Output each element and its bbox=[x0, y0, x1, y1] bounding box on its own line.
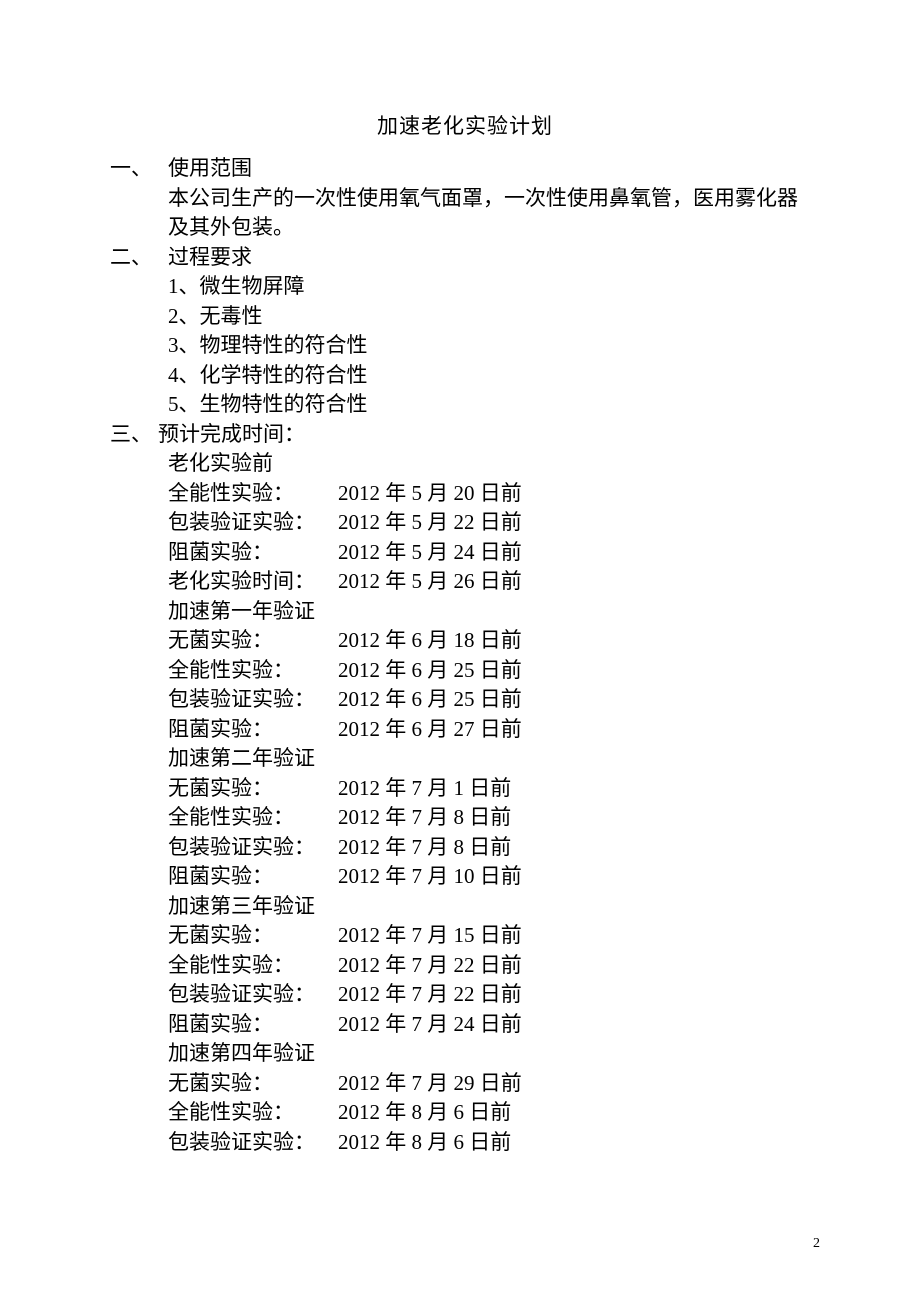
section-2-item: 2、无毒性 bbox=[110, 302, 820, 332]
schedule-group-title: 加速第三年验证 bbox=[110, 892, 820, 922]
schedule-label: 包装验证实验： bbox=[168, 508, 338, 538]
schedule-date: 2012 年 5 月 22 日前 bbox=[338, 508, 522, 538]
schedule-row: 阻菌实验： 2012 年 5 月 24 日前 bbox=[110, 538, 820, 568]
document-page: 加速老化实验计划 一、 使用范围 本公司生产的一次性使用氧气面罩，一次性使用鼻氧… bbox=[0, 0, 920, 1302]
schedule-date: 2012 年 7 月 1 日前 bbox=[338, 774, 511, 804]
schedule-date: 2012 年 7 月 29 日前 bbox=[338, 1069, 522, 1099]
schedule-date: 2012 年 7 月 10 日前 bbox=[338, 862, 522, 892]
schedule-row: 全能性实验： 2012 年 7 月 22 日前 bbox=[110, 951, 820, 981]
schedule-row: 阻菌实验： 2012 年 6 月 27 日前 bbox=[110, 715, 820, 745]
schedule-row: 包装验证实验： 2012 年 8 月 6 日前 bbox=[110, 1128, 820, 1158]
schedule-label: 无菌实验： bbox=[168, 921, 338, 951]
schedule-date: 2012 年 5 月 26 日前 bbox=[338, 567, 522, 597]
schedule-date: 2012 年 8 月 6 日前 bbox=[338, 1098, 511, 1128]
schedule-row: 全能性实验： 2012 年 7 月 8 日前 bbox=[110, 803, 820, 833]
schedule-group-title: 加速第一年验证 bbox=[110, 597, 820, 627]
schedule-row: 全能性实验： 2012 年 8 月 6 日前 bbox=[110, 1098, 820, 1128]
schedule-row: 全能性实验： 2012 年 6 月 25 日前 bbox=[110, 656, 820, 686]
section-1-title: 使用范围 bbox=[168, 154, 252, 184]
section-2-title: 过程要求 bbox=[168, 243, 252, 273]
schedule-date: 2012 年 6 月 27 日前 bbox=[338, 715, 522, 745]
schedule-label: 全能性实验： bbox=[168, 803, 338, 833]
schedule-date: 2012 年 5 月 24 日前 bbox=[338, 538, 522, 568]
schedule-row: 老化实验时间： 2012 年 5 月 26 日前 bbox=[110, 567, 820, 597]
schedule-group-title: 加速第四年验证 bbox=[110, 1039, 820, 1069]
schedule-label: 无菌实验： bbox=[168, 1069, 338, 1099]
schedule-label: 阻菌实验： bbox=[168, 715, 338, 745]
section-3-heading: 三、 预计完成时间： bbox=[110, 420, 820, 450]
schedule-row: 包装验证实验： 2012 年 5 月 22 日前 bbox=[110, 508, 820, 538]
schedule-label: 包装验证实验： bbox=[168, 833, 338, 863]
page-number: 2 bbox=[813, 1236, 820, 1252]
schedule-row: 包装验证实验： 2012 年 6 月 25 日前 bbox=[110, 685, 820, 715]
schedule-date: 2012 年 6 月 18 日前 bbox=[338, 626, 522, 656]
schedule-label: 阻菌实验： bbox=[168, 862, 338, 892]
schedule-date: 2012 年 6 月 25 日前 bbox=[338, 656, 522, 686]
schedule-row: 无菌实验： 2012 年 7 月 1 日前 bbox=[110, 774, 820, 804]
schedule-label: 全能性实验： bbox=[168, 479, 338, 509]
schedule-row: 无菌实验： 2012 年 7 月 15 日前 bbox=[110, 921, 820, 951]
section-1-body-line: 本公司生产的一次性使用氧气面罩，一次性使用鼻氧管，医用雾化器 bbox=[110, 184, 820, 214]
section-1-body-line: 及其外包装。 bbox=[110, 213, 820, 243]
schedule-label: 阻菌实验： bbox=[168, 1010, 338, 1040]
schedule-date: 2012 年 7 月 22 日前 bbox=[338, 980, 522, 1010]
schedule-row: 全能性实验： 2012 年 5 月 20 日前 bbox=[110, 479, 820, 509]
section-2-item: 4、化学特性的符合性 bbox=[110, 361, 820, 391]
section-1-heading: 一、 使用范围 bbox=[110, 154, 820, 184]
schedule-label: 无菌实验： bbox=[168, 626, 338, 656]
schedule-label: 全能性实验： bbox=[168, 656, 338, 686]
schedule-label: 全能性实验： bbox=[168, 1098, 338, 1128]
document-title: 加速老化实验计划 bbox=[110, 110, 820, 140]
schedule-date: 2012 年 7 月 8 日前 bbox=[338, 833, 511, 863]
schedule-date: 2012 年 7 月 24 日前 bbox=[338, 1010, 522, 1040]
schedule-row: 阻菌实验： 2012 年 7 月 24 日前 bbox=[110, 1010, 820, 1040]
schedule-row: 阻菌实验： 2012 年 7 月 10 日前 bbox=[110, 862, 820, 892]
section-2-item: 5、生物特性的符合性 bbox=[110, 390, 820, 420]
schedule-date: 2012 年 7 月 22 日前 bbox=[338, 951, 522, 981]
schedule-row: 包装验证实验： 2012 年 7 月 22 日前 bbox=[110, 980, 820, 1010]
section-3-title: 预计完成时间： bbox=[158, 420, 305, 450]
section-2-heading: 二、 过程要求 bbox=[110, 243, 820, 273]
schedule-label: 包装验证实验： bbox=[168, 685, 338, 715]
schedule-date: 2012 年 5 月 20 日前 bbox=[338, 479, 522, 509]
schedule-row: 无菌实验： 2012 年 7 月 29 日前 bbox=[110, 1069, 820, 1099]
schedule-label: 老化实验时间： bbox=[168, 567, 338, 597]
section-2-item: 3、物理特性的符合性 bbox=[110, 331, 820, 361]
schedule-date: 2012 年 7 月 8 日前 bbox=[338, 803, 511, 833]
schedule-date: 2012 年 7 月 15 日前 bbox=[338, 921, 522, 951]
schedule-label: 无菌实验： bbox=[168, 774, 338, 804]
schedule-group-title: 加速第二年验证 bbox=[110, 744, 820, 774]
schedule-row: 包装验证实验： 2012 年 7 月 8 日前 bbox=[110, 833, 820, 863]
section-2-item: 1、微生物屏障 bbox=[110, 272, 820, 302]
schedule-label: 包装验证实验： bbox=[168, 980, 338, 1010]
schedule-group-title: 老化实验前 bbox=[110, 449, 820, 479]
schedule-label: 全能性实验： bbox=[168, 951, 338, 981]
schedule-label: 阻菌实验： bbox=[168, 538, 338, 568]
schedule-date: 2012 年 6 月 25 日前 bbox=[338, 685, 522, 715]
section-2-number: 二、 bbox=[110, 243, 168, 273]
schedule-row: 无菌实验： 2012 年 6 月 18 日前 bbox=[110, 626, 820, 656]
section-3-number: 三、 bbox=[110, 420, 158, 450]
section-1-number: 一、 bbox=[110, 154, 168, 184]
schedule-label: 包装验证实验： bbox=[168, 1128, 338, 1158]
schedule-date: 2012 年 8 月 6 日前 bbox=[338, 1128, 511, 1158]
